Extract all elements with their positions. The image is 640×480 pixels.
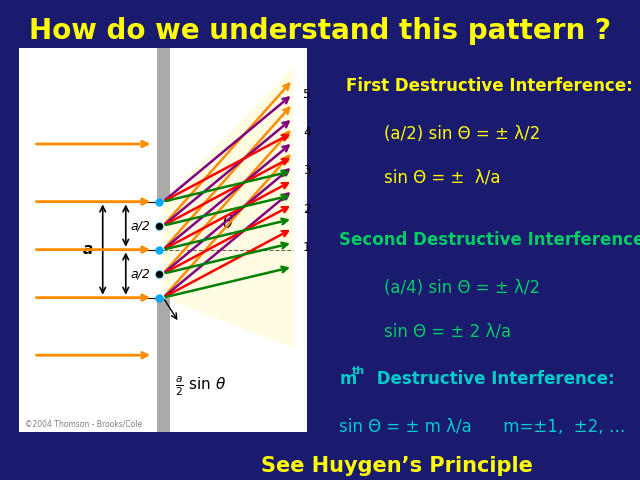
Text: a/2: a/2	[130, 219, 150, 232]
Text: $\theta$: $\theta$	[222, 214, 234, 232]
Text: 1: 1	[303, 241, 311, 254]
Text: a: a	[83, 242, 93, 257]
Text: sin Θ = ± 2 λ/a: sin Θ = ± 2 λ/a	[384, 322, 511, 340]
Text: Destructive Interference:: Destructive Interference:	[371, 370, 615, 388]
Text: $\frac{a}{2}$ sin $\theta$: $\frac{a}{2}$ sin $\theta$	[175, 374, 227, 397]
Text: th: th	[352, 366, 365, 375]
Text: m: m	[339, 370, 356, 388]
Text: (a/4) sin Θ = ± λ/2: (a/4) sin Θ = ± λ/2	[384, 279, 540, 297]
Bar	[157, 48, 170, 202]
Text: ©2004 Thomson - Brooks/Cole: ©2004 Thomson - Brooks/Cole	[25, 419, 142, 428]
Text: (a/2) sin Θ = ± λ/2: (a/2) sin Θ = ± λ/2	[384, 125, 540, 144]
Text: 3: 3	[303, 164, 311, 178]
Text: a/2: a/2	[130, 267, 150, 280]
Text: How do we understand this pattern ?: How do we understand this pattern ?	[29, 17, 611, 45]
Text: 4: 4	[303, 126, 311, 139]
Text: Second Destructive Interference:: Second Destructive Interference:	[339, 231, 640, 249]
Text: First Destructive Interference:: First Destructive Interference:	[346, 77, 632, 96]
Text: 2: 2	[303, 203, 311, 216]
Text: See Huygen’s Principle: See Huygen’s Principle	[261, 456, 532, 476]
Text: sin Θ = ±  λ/a: sin Θ = ± λ/a	[384, 168, 500, 187]
Text: 5: 5	[303, 87, 311, 101]
Bar	[157, 298, 170, 432]
Polygon shape	[163, 67, 293, 348]
Text: sin Θ = ± m λ/a      m=±1,  ±2, …: sin Θ = ± m λ/a m=±1, ±2, …	[339, 418, 625, 436]
